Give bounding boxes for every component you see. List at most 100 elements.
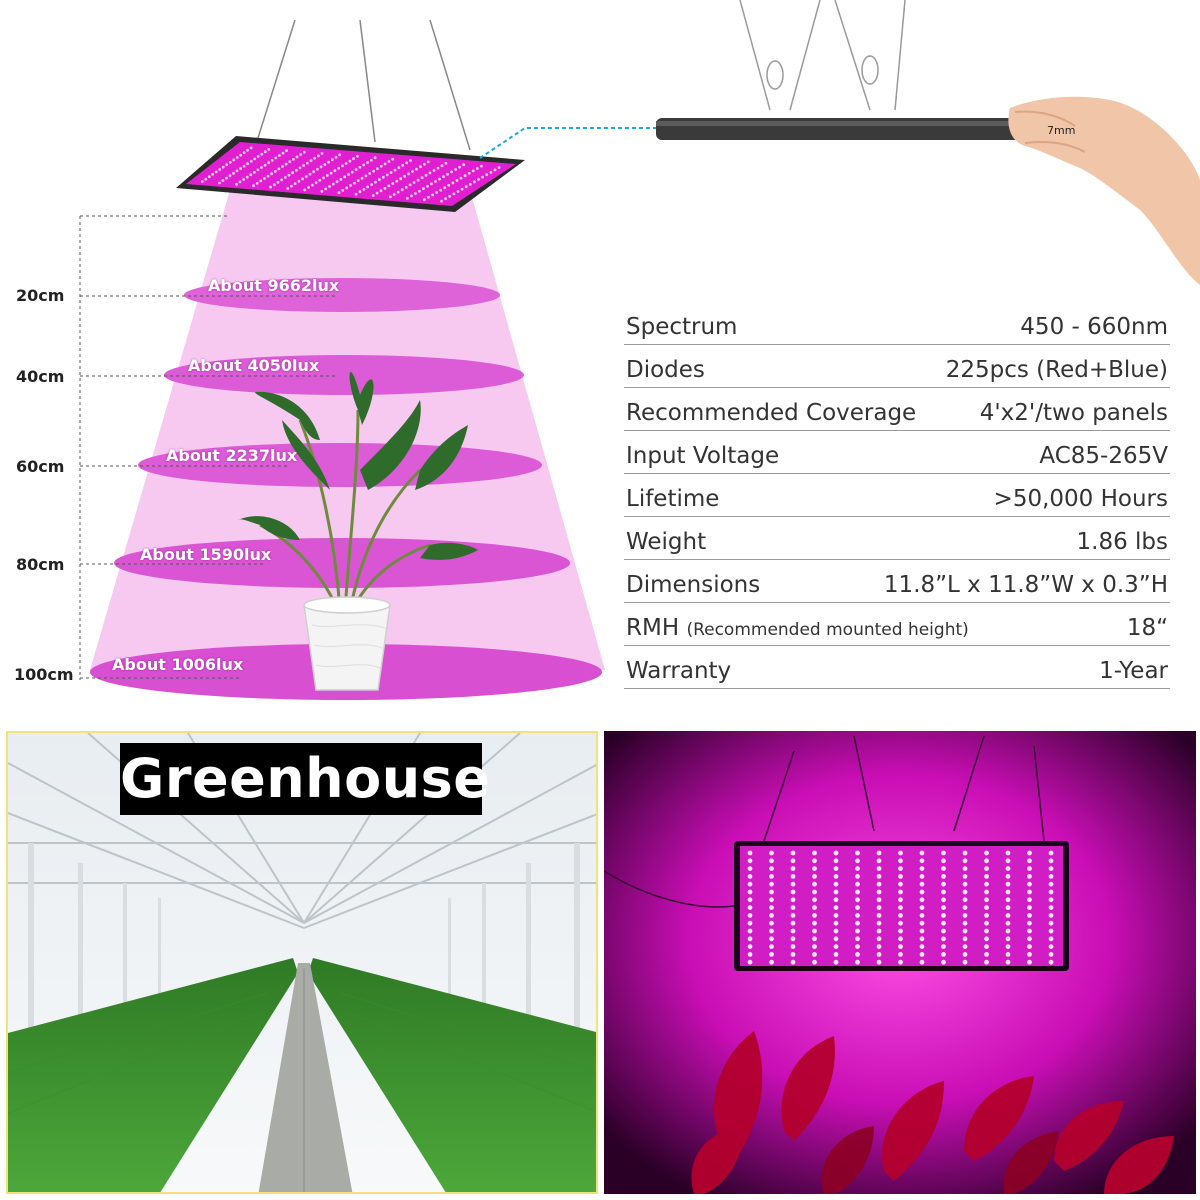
led-dot [747,866,753,871]
led-dot [249,173,253,177]
led-dot [381,175,385,179]
led-dot [941,874,946,879]
led-dot [403,174,406,178]
led-dot [855,881,860,887]
led-dot [1005,881,1011,887]
led-dot [305,161,309,165]
led-dot [1048,881,1054,887]
led-dot [493,168,497,172]
led-dot [1048,913,1054,918]
led-dot [1005,952,1011,957]
led-dot [876,874,882,879]
led-dot [898,905,903,910]
led-dot [287,173,291,177]
led-dot [238,180,242,184]
led-dot [360,176,364,180]
distance-label-80: 80cm [16,555,65,574]
led-dot [769,936,774,942]
led-dot [464,185,468,189]
led-dot [769,889,774,895]
led-dot [379,189,383,193]
led-dot [285,149,288,153]
led-dot [1027,928,1032,934]
led-dot [497,166,501,169]
led-dot [408,183,412,187]
led-dot [941,850,946,856]
led-dot [919,959,925,965]
led-dot [252,184,255,188]
led-dot [833,881,839,887]
led-dot [984,944,989,949]
led-dot [790,881,796,887]
led-dot [249,146,253,150]
lux-label-20: About 9662lux [208,276,340,295]
led-dot [242,164,246,168]
led-dot [984,850,989,856]
led-dot [489,170,493,174]
led-dot [962,881,968,887]
led-dot [415,167,418,171]
led-dot [876,889,882,895]
led-dot [833,936,839,942]
led-dot [200,180,204,183]
led-dot [414,192,417,195]
led-dot [372,169,375,173]
led-dot [418,189,421,193]
led-dot [343,175,347,179]
led-dot [1005,913,1011,918]
led-dot [747,944,753,949]
led-dot [1027,850,1032,856]
led-dot [919,889,925,895]
led-dot [984,959,989,965]
led-dot [1048,850,1054,856]
led-dot [286,187,290,190]
led-dot [371,194,375,197]
led-dot [364,174,368,178]
led-dot [855,889,860,895]
led-dot [898,866,903,871]
led-dot [747,959,753,965]
led-dot [855,858,860,864]
led-dot [833,850,839,856]
led-dot [919,850,925,856]
led-dot [769,959,774,965]
led-dot [855,936,860,942]
led-dot [228,160,232,164]
led-dot [855,905,860,910]
led-dot [270,158,274,162]
led-dot [228,174,232,178]
led-dot [1048,866,1054,871]
led-dot [410,194,413,198]
led-dot [431,193,434,197]
led-dot [348,159,352,163]
led-dot [435,191,438,194]
led-dot [962,889,968,895]
led-dot [962,866,968,871]
led-dot [318,178,322,182]
led-dot [941,858,946,864]
led-dot [333,169,337,173]
led-dot [876,866,882,871]
led-dot [769,866,774,871]
led-dot [385,173,389,177]
led-dot [747,936,753,942]
led-dot [812,874,817,879]
led-dot [1027,920,1032,926]
led-dot [204,177,208,181]
led-dot [984,874,989,879]
spec-value: >50,000 Hours [993,486,1168,512]
grow-light-scene [604,731,1196,1194]
led-dot [898,913,903,918]
led-dot [747,889,753,895]
led-dot [294,168,298,172]
led-dot [855,920,860,926]
led-dot [256,168,260,172]
led-dot [245,175,249,179]
led-dot [790,897,796,903]
led-dot [790,889,796,895]
led-dot [422,162,426,166]
led-dot [812,866,817,871]
led-dot [235,182,238,186]
lux-label-100: About 1006lux [112,655,244,674]
led-dot [368,172,372,175]
